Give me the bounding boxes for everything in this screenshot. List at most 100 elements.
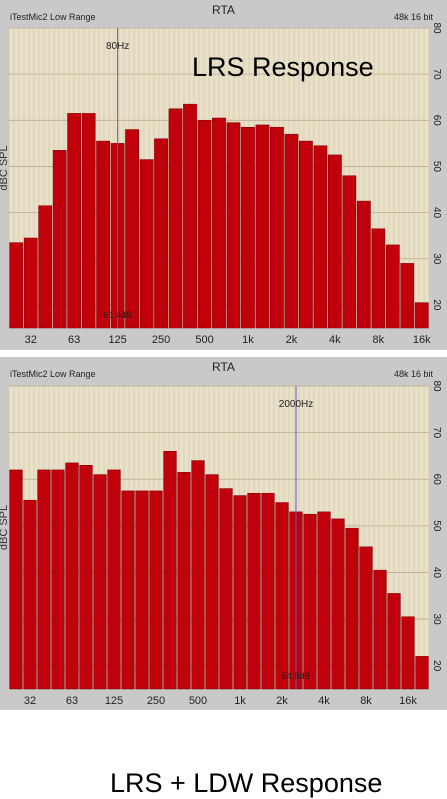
bar [241, 126, 255, 329]
bar [121, 490, 135, 690]
chart-title: RTA [212, 360, 235, 374]
bar [163, 451, 177, 690]
bar [23, 237, 38, 329]
cursor-frequency-label: 2000Hz [279, 399, 313, 410]
x-tick-label: 2k [276, 695, 288, 707]
cursor-frequency-label: 80Hz [106, 41, 129, 52]
x-tick-label: 63 [66, 695, 78, 707]
bar [212, 117, 226, 329]
cursor-level-readout: 61.4dB [103, 310, 132, 320]
bar [51, 469, 65, 690]
bar [93, 474, 107, 690]
y-tick-label: 80 [431, 380, 442, 392]
chart-title: RTA [212, 3, 235, 17]
bar [255, 124, 270, 329]
rta-chart-lrs: 20 30 40 50 60 70 80 80Hz 61.4dB iTestMic2 Low Ra… [0, 12, 442, 346]
bar [270, 126, 284, 329]
bar [401, 616, 415, 690]
x-tick-label: 1k [242, 334, 254, 346]
rta-chart-lrs-ldw: 20 30 40 50 60 70 80 2000Hz 54.8dB iTestMic2 Low … [0, 369, 442, 707]
y-axis-title: dBC SPL [0, 145, 10, 190]
bar [219, 488, 233, 690]
bar [284, 133, 299, 329]
bar [414, 302, 429, 329]
y-tick-label: 50 [431, 520, 442, 532]
x-tick-label: 500 [195, 334, 213, 346]
x-tick-label: 4k [329, 334, 341, 346]
bar [9, 242, 24, 329]
bar [327, 154, 342, 329]
y-tick-label: 20 [431, 660, 442, 672]
bar [387, 593, 401, 690]
x-tick-label: 8k [360, 695, 372, 707]
bar [303, 513, 317, 690]
x-tick-label: 1k [234, 695, 246, 707]
bar [385, 244, 400, 329]
bar [135, 490, 149, 690]
y-tick-label: 20 [431, 299, 442, 311]
y-tick-label: 70 [431, 427, 442, 439]
overlay-caption: LRS + LDW Response [110, 768, 383, 798]
bar [197, 120, 212, 329]
bar [205, 474, 219, 690]
bar [52, 150, 67, 329]
y-tick-label: 40 [431, 567, 442, 579]
x-tick-label: 16k [399, 695, 417, 707]
cursor-level-readout: 54.8dB [282, 671, 311, 681]
bar [415, 656, 429, 690]
y-tick-label: 60 [431, 115, 442, 127]
bar [168, 108, 183, 329]
x-tick-label: 32 [25, 334, 37, 346]
y-tick-label: 30 [431, 614, 442, 626]
bar [331, 518, 345, 690]
bar [9, 469, 23, 690]
x-tick-label: 250 [152, 334, 170, 346]
bar [125, 129, 139, 329]
bar [356, 200, 371, 329]
bar [38, 205, 53, 329]
bar [275, 502, 289, 690]
x-tick-label: 16k [413, 334, 431, 346]
bar [79, 464, 93, 690]
bar [177, 471, 191, 690]
y-tick-label: 80 [431, 22, 442, 34]
source-label: iTestMic2 Low Range [10, 369, 96, 379]
bar [233, 495, 247, 690]
overlay-caption: LRS Response [192, 52, 374, 82]
bar [317, 511, 331, 690]
bar [149, 490, 163, 690]
bar [299, 140, 313, 329]
bar [139, 159, 154, 329]
format-label: 48k 16 bit [394, 12, 434, 22]
bar [247, 492, 261, 690]
bar [342, 175, 357, 329]
rta-panel-lrs: RTA 20 30 40 50 60 70 80 80Hz 61.4dB iTestMic2 Lo… [0, 0, 447, 350]
x-tick-label: 4k [318, 695, 330, 707]
bar [261, 492, 275, 690]
x-tick-label: 250 [147, 695, 165, 707]
bar [81, 113, 96, 329]
x-tick-label: 2k [286, 334, 298, 346]
bar [359, 546, 373, 690]
format-label: 48k 16 bit [394, 369, 434, 379]
panel-divider [0, 350, 447, 357]
x-tick-label: 32 [24, 695, 36, 707]
y-tick-label: 70 [431, 69, 442, 81]
bar [23, 499, 37, 690]
bar [373, 569, 387, 690]
bar [96, 140, 111, 329]
bar [67, 113, 82, 329]
x-tick-label: 500 [189, 695, 207, 707]
y-tick-label: 30 [431, 253, 442, 265]
y-axis-title: dBC SPL [0, 505, 10, 550]
bar [191, 460, 205, 690]
bar [226, 122, 241, 329]
y-tick-label: 50 [431, 161, 442, 173]
x-tick-label: 8k [372, 334, 384, 346]
bar [371, 228, 386, 329]
x-tick-label: 125 [108, 334, 126, 346]
x-tick-label: 125 [105, 695, 123, 707]
bar [183, 103, 197, 329]
bar [37, 469, 51, 690]
bar [345, 527, 359, 690]
